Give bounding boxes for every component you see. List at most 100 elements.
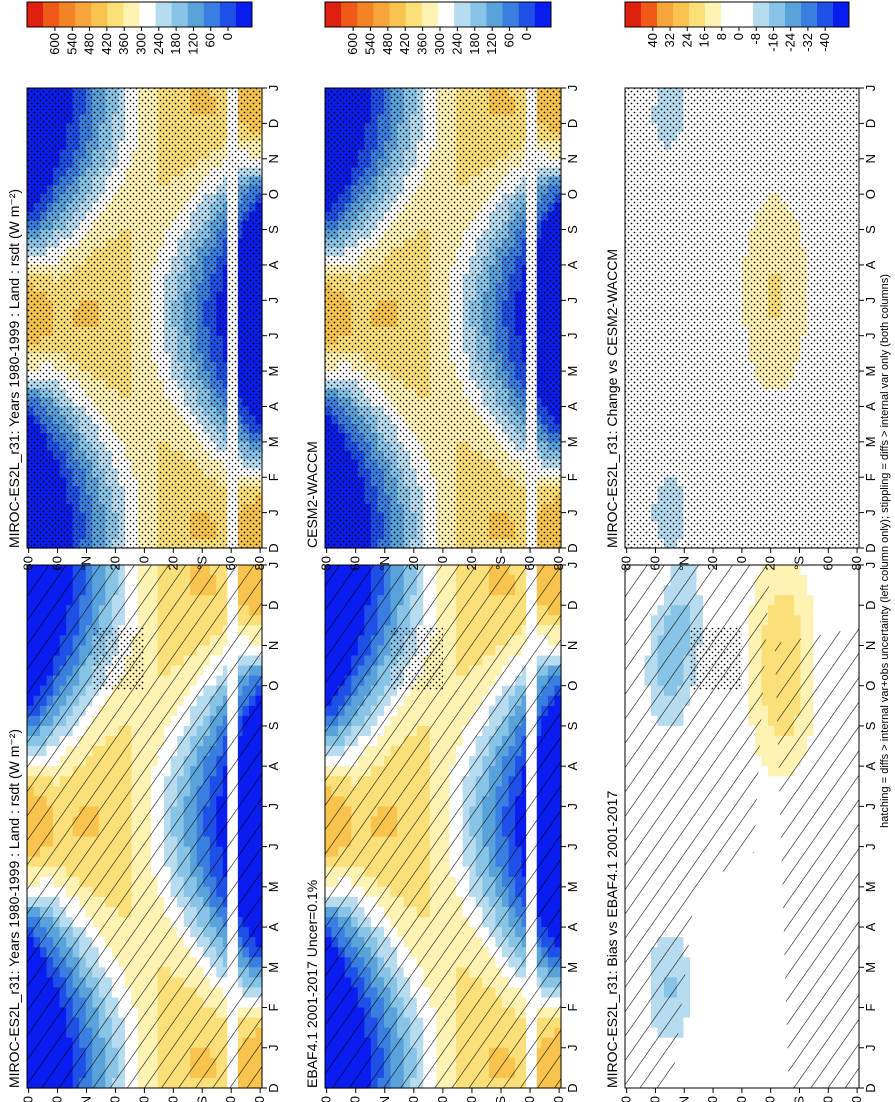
heatmap-cell [729,896,737,908]
heatmap-cell [722,906,730,918]
heatmap-cell [729,987,737,999]
heatmap-cell [742,896,750,908]
heatmap-cell [703,896,711,908]
heatmap-cell [722,1077,730,1089]
hatching-overlay [325,565,561,1088]
heatmap-cell [735,1027,743,1039]
heatmap-cell [748,906,756,918]
heatmap-cell [755,836,763,848]
heatmap-cell [729,937,737,948]
heatmap-cell [696,1007,704,1019]
heatmap-cell [722,947,730,958]
heatmap-cell [722,886,730,898]
heatmap-cell [748,886,756,898]
heatmap-cell [696,977,704,989]
heatmap-cell [703,1047,711,1059]
heatmap-cell [696,1037,704,1049]
heatmap-cell [683,1047,691,1059]
y-tick-label: J [565,803,580,810]
heatmap-cell [722,1057,730,1069]
y-tick-label: N [565,641,580,650]
x-tick-label: 60 [348,1096,363,1102]
heatmap-cell [742,1067,750,1079]
heatmap-cell [748,937,756,948]
heatmap-cell [742,927,750,938]
heatmap-cell [696,1047,704,1059]
heatmap-cell [696,957,704,968]
heatmap-cell [690,1027,698,1039]
heatmap-cell [696,1057,704,1069]
heatmap-cell [690,1047,698,1059]
heatmap-cell [742,977,750,989]
heatmap-cell [722,876,730,888]
stippling-overlay [92,627,145,691]
heatmap-cell [716,997,724,1009]
x-tick-label: °N [79,1096,94,1102]
heatmap-cell [748,1067,756,1079]
heatmap-cell [709,927,717,938]
heatmap-cell [722,977,730,989]
heatmap-cell [677,1047,685,1059]
heatmap-cell [735,987,743,999]
heatmap-cell [729,1057,737,1069]
heatmap-cell [683,987,691,999]
heatmap-cell [709,987,717,999]
heatmap-cell [742,866,750,878]
heatmap-cell [729,977,737,989]
heatmap-cell [709,1057,717,1069]
heatmap-cell [703,1007,711,1019]
heatmap-cell [755,826,763,838]
heatmap-cell [683,1077,691,1089]
heatmap-cell [722,1007,730,1019]
heatmap-cell [735,856,743,868]
x-tick-label: 20 [107,1096,122,1102]
heatmap-cell [748,1027,756,1039]
heatmap-cell [748,1007,756,1019]
y-tick-label: M [266,962,281,973]
y-tick-label: J [266,562,281,569]
heatmap-cell [735,886,743,898]
heatmap-cell [742,1037,750,1049]
heatmap-cell [755,786,763,797]
heatmap-cell [703,967,711,978]
heatmap-cell [735,1047,743,1059]
heatmap-cell [703,917,711,928]
heatmap-cell [722,896,730,908]
heatmap-cell [703,1057,711,1069]
heatmap-cell [742,987,750,999]
y-tick-label: N [266,641,281,650]
heatmap-cell [722,967,730,978]
heatmap-cell [748,997,756,1009]
heatmap-cell [709,1067,717,1079]
heatmap-cell [748,856,756,868]
heatmap-cell [755,796,763,807]
heatmap-cell [703,957,711,968]
heatmap-cell [748,866,756,878]
panel-title: EBAF4.1 2001-2017 Uncer=0.1% [304,880,320,1088]
y-tick-label: A [565,761,580,770]
heatmap-cell [729,1027,737,1039]
y-tick-label: F [565,1004,580,1012]
heatmap-cell [735,1077,743,1089]
heatmap-cell [690,1007,698,1019]
heatmap-cell [696,896,704,908]
heatmap-cell [703,1077,711,1089]
y-tick-label: J [565,1045,580,1052]
heatmap-cell [696,1067,704,1079]
heatmap-cell [690,1067,698,1079]
heatmap-cell [703,977,711,989]
x-tick-label: 80 [551,1096,566,1102]
heatmap-cell [703,927,711,938]
heatmap-cell [690,987,698,999]
heatmap-cell [748,957,756,968]
heatmap-cell [716,1057,724,1069]
heatmap-cell [709,1017,717,1029]
heatmap-cell [742,876,750,888]
heatmap-cell [729,917,737,928]
heatmap-cell [742,1047,750,1059]
heatmap-cell [716,876,724,888]
heatmap-cell [755,856,763,868]
heatmap-cell [735,876,743,888]
heatmap-cell [690,906,698,918]
heatmap-cell [677,1067,685,1079]
